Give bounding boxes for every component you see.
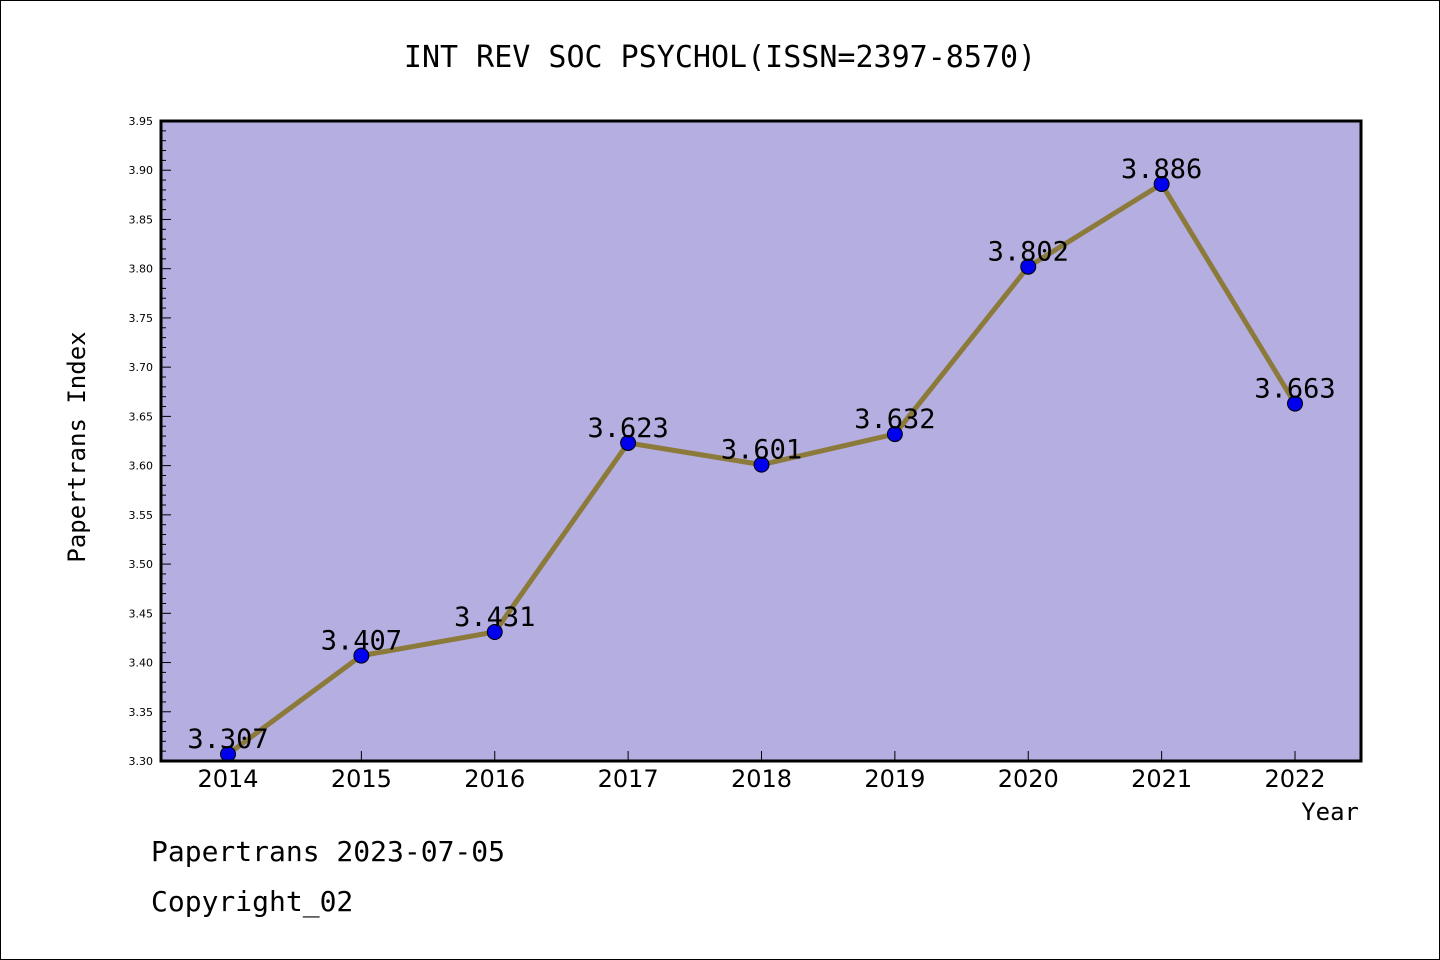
footer-date: Papertrans 2023-07-05 (151, 835, 506, 868)
data-point-marker (620, 434, 637, 451)
data-label-layer: 3.307 3.407 3.431 3.623 3.601 3.632 3.802 3.886… (187, 154, 1335, 755)
data-point-marker (753, 456, 770, 473)
data-label: 3.307 (187, 724, 268, 755)
data-label: 3.663 (1254, 374, 1335, 405)
data-point-marker (1153, 176, 1170, 193)
x-tick-label: 2019 (864, 765, 925, 793)
x-tick-label: 2021 (1131, 765, 1192, 793)
data-point-marker (886, 426, 903, 443)
data-label: 3.407 (321, 626, 402, 657)
y-tick-label: 3.45 (129, 607, 154, 620)
series-layer (220, 176, 1303, 763)
y-tick-label: 3.65 (129, 410, 154, 423)
data-label: 3.802 (988, 237, 1069, 268)
plot-frame (159, 119, 1363, 763)
x-tick-label: 2015 (331, 765, 392, 793)
y-tick-label: 3.35 (129, 706, 154, 719)
data-point-marker (1020, 258, 1037, 275)
x-axis-ticks: 2014 2015 2016 2017 2018 2019 2020 2021 2022 (197, 751, 1326, 793)
y-tick-label: 3.60 (129, 460, 154, 473)
x-axis-label: Year (1301, 798, 1359, 826)
x-tick-label: 2017 (598, 765, 659, 793)
data-point-marker (486, 624, 503, 641)
y-axis-ticks: 3.30 3.35 3.40 3.45 3.50 3.55 3.60 3.65 3.70 3.75… (129, 115, 171, 768)
y-tick-label: 3.90 (129, 164, 154, 177)
y-tick-label: 3.70 (129, 361, 154, 374)
y-tick-label: 3.95 (129, 115, 154, 128)
y-tick-label: 3.55 (129, 509, 154, 522)
chart-title: INT REV SOC PSYCHOL(ISSN=2397-8570) (404, 40, 1036, 75)
y-tick-label: 3.40 (129, 657, 154, 670)
data-point-marker (353, 647, 370, 664)
data-label: 3.623 (587, 413, 668, 444)
data-label: 3.632 (854, 404, 935, 435)
y-tick-label: 3.80 (129, 263, 154, 276)
x-tick-label: 2020 (998, 765, 1059, 793)
y-tick-label: 3.50 (129, 558, 154, 571)
y-axis-label: Papertrans Index (63, 331, 91, 562)
data-label: 3.886 (1121, 154, 1202, 185)
data-point-marker (1287, 395, 1303, 412)
x-tick-label: 2014 (197, 765, 258, 793)
y-tick-label: 3.75 (129, 312, 154, 325)
y-tick-label: 3.30 (129, 755, 154, 768)
x-tick-label: 2022 (1264, 765, 1325, 793)
y-tick-label: 3.85 (129, 213, 154, 226)
x-tick-label: 2016 (464, 765, 525, 793)
x-tick-label: 2018 (731, 765, 792, 793)
data-label: 3.601 (721, 435, 802, 466)
footer-copyright: Copyright_02 (151, 885, 354, 918)
data-label: 3.431 (454, 602, 535, 633)
